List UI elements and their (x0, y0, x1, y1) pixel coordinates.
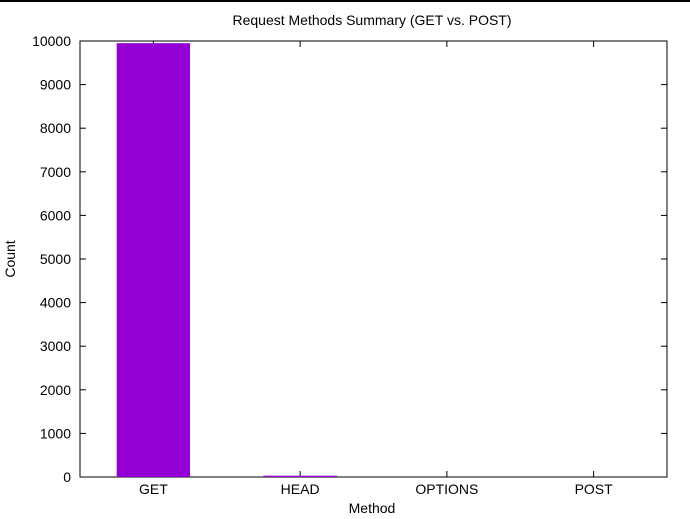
x-tick-label: HEAD (281, 481, 320, 497)
y-tick-label: 1000 (40, 425, 71, 441)
y-tick-label: 7000 (40, 164, 71, 180)
y-tick-label: 6000 (40, 207, 71, 223)
bar-head (263, 475, 337, 477)
x-tick-label: OPTIONS (415, 481, 478, 497)
y-tick-label: 8000 (40, 120, 71, 136)
y-tick-label: 9000 (40, 77, 71, 93)
bar-series (116, 43, 337, 478)
y-tick-label: 3000 (40, 338, 71, 354)
y-tick-label: 5000 (40, 251, 71, 267)
y-tick-label: 10000 (32, 33, 71, 49)
y-tick-label: 2000 (40, 382, 71, 398)
y-tick-label: 0 (63, 469, 71, 485)
top-border-line (0, 0, 690, 2)
chart-title: Request Methods Summary (GET vs. POST) (232, 12, 511, 28)
x-axis-label: Method (349, 500, 396, 516)
x-tick-label: GET (139, 481, 168, 497)
y-axis: 0 1000 2000 3000 4000 5000 6000 7000 8000 9000 100… (32, 33, 667, 485)
x-tick-label: POST (575, 481, 614, 497)
bar-get (116, 43, 191, 478)
y-axis-label: Count (2, 240, 18, 277)
x-axis: GET HEAD OPTIONS POST (139, 41, 613, 497)
y-tick-label: 4000 (40, 295, 71, 311)
